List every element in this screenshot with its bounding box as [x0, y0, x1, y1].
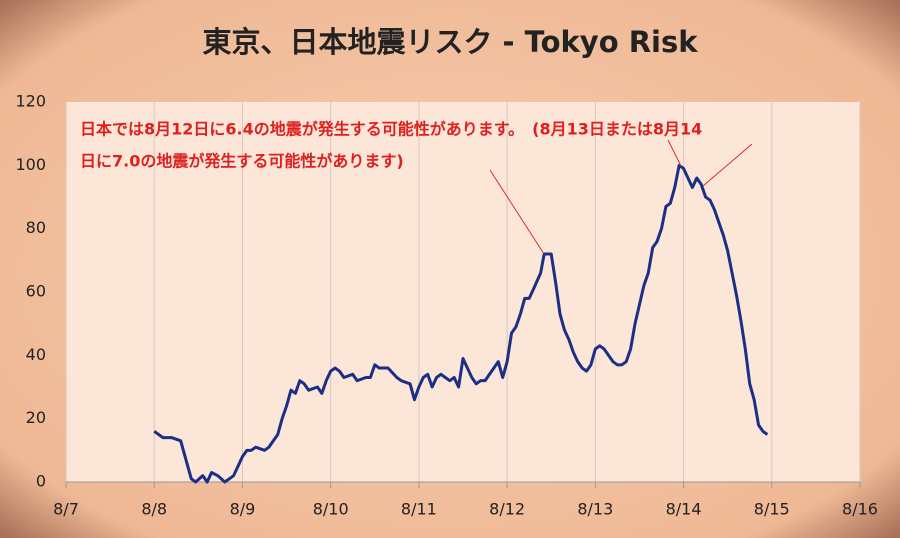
x-tick-label: 8/13	[577, 500, 613, 519]
x-tick-label: 8/8	[141, 500, 167, 519]
x-tick-label: 8/9	[230, 500, 256, 519]
annotation: 日に7.0の地震が発生する可能性があります)	[80, 152, 404, 171]
x-tick-label: 8/16	[842, 500, 878, 519]
x-tick-label: 8/11	[401, 500, 437, 519]
y-tick-label: 120	[15, 92, 46, 111]
chart-title: 東京、日本地震リスク - Tokyo Risk	[202, 25, 698, 59]
y-tick-label: 60	[26, 282, 46, 301]
x-tick-label: 8/15	[754, 500, 790, 519]
x-tick-label: 8/14	[666, 500, 702, 519]
y-tick-label: 100	[15, 155, 46, 174]
leader-line	[489, 169, 545, 255]
x-tick-label: 8/12	[489, 500, 525, 519]
x-tick-label: 8/7	[53, 500, 79, 519]
y-tick-label: 40	[26, 345, 46, 364]
data-line	[153, 163, 769, 484]
leader-line	[667, 139, 682, 167]
y-tick-label: 20	[26, 408, 46, 427]
annotation: 日本では8月12日に6.4の地震が発生する可能性があります。 (8月13日または…	[80, 120, 702, 139]
x-tick-label: 8/10	[313, 500, 349, 519]
y-tick-label: 80	[26, 218, 46, 237]
leader-line	[702, 143, 753, 187]
y-tick-label: 0	[36, 472, 46, 491]
